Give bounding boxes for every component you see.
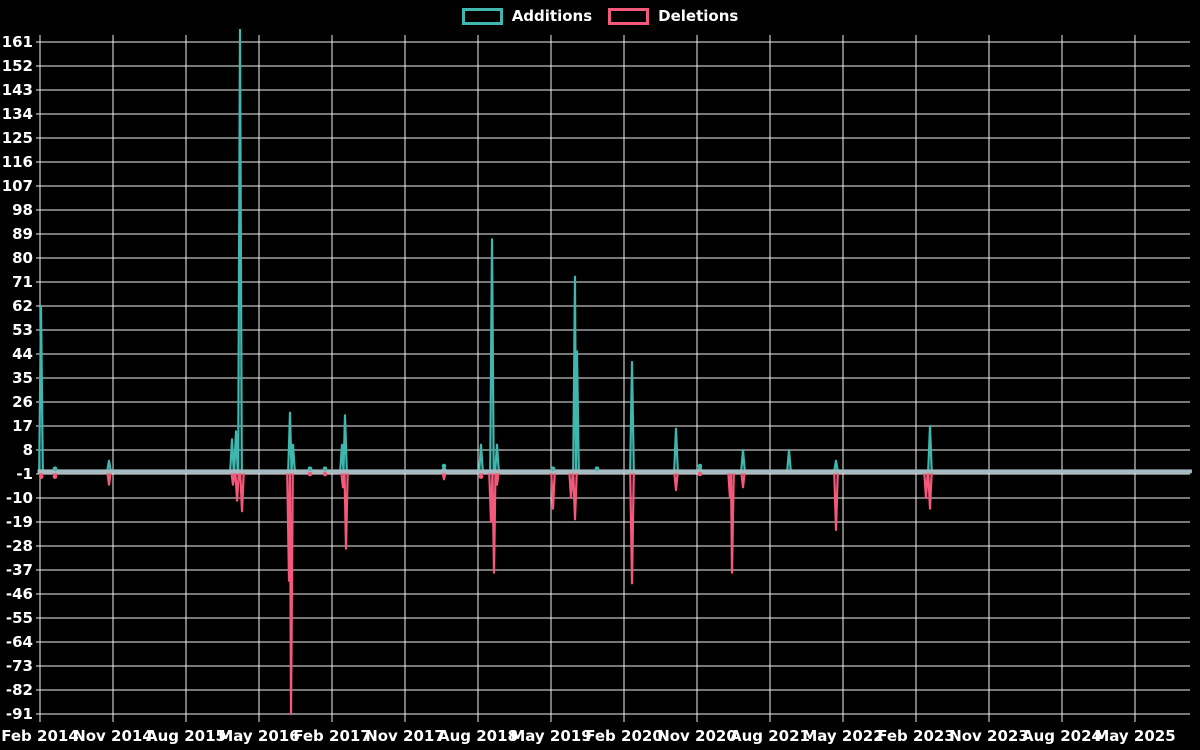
svg-text:71: 71: [12, 273, 33, 291]
svg-text:-73: -73: [6, 657, 33, 675]
svg-text:152: 152: [2, 57, 33, 75]
svg-text:Feb 2020: Feb 2020: [585, 727, 663, 745]
svg-text:Feb 2014: Feb 2014: [1, 727, 79, 745]
additions-swatch-icon: [461, 7, 503, 25]
svg-text:107: 107: [2, 177, 33, 195]
plot-area: [37, 29, 1192, 716]
svg-text:Aug 2024: Aug 2024: [1022, 727, 1102, 745]
svg-text:-64: -64: [6, 633, 33, 651]
svg-text:May 2016: May 2016: [218, 727, 299, 745]
svg-text:35: 35: [12, 369, 33, 387]
svg-text:Feb 2023: Feb 2023: [877, 727, 955, 745]
legend-item-deletions[interactable]: Deletions: [608, 7, 738, 25]
svg-text:Aug 2021: Aug 2021: [730, 727, 810, 745]
svg-text:143: 143: [2, 81, 33, 99]
svg-text:161: 161: [2, 33, 33, 51]
svg-text:116: 116: [2, 153, 33, 171]
svg-text:Feb 2017: Feb 2017: [293, 727, 371, 745]
legend-item-additions[interactable]: Additions: [461, 7, 593, 25]
svg-text:8: 8: [23, 441, 33, 459]
deletions-line: [37, 470, 1192, 716]
svg-text:-37: -37: [6, 561, 33, 579]
svg-text:-10: -10: [6, 489, 33, 507]
svg-text:125: 125: [2, 129, 33, 147]
additions-line: [37, 29, 1192, 473]
svg-text:Nov 2017: Nov 2017: [365, 727, 445, 745]
svg-text:Nov 2014: Nov 2014: [73, 727, 153, 745]
svg-text:May 2019: May 2019: [510, 727, 591, 745]
svg-text:-19: -19: [6, 513, 33, 531]
y-axis-labels: 161 152 143 134 125 116 107 98 89 80 71 62 53 44 35 26 1…: [2, 33, 33, 723]
svg-text:May 2022: May 2022: [802, 727, 883, 745]
svg-text:-55: -55: [6, 609, 33, 627]
legend-label-deletions: Deletions: [658, 7, 739, 25]
svg-text:-46: -46: [6, 585, 33, 603]
svg-text:80: 80: [12, 249, 33, 267]
deletions-swatch-icon: [608, 7, 650, 25]
svg-text:Nov 2023: Nov 2023: [949, 727, 1029, 745]
svg-text:Aug 2015: Aug 2015: [146, 727, 226, 745]
svg-text:26: 26: [12, 393, 33, 411]
grid-lines: [36, 35, 1190, 722]
svg-text:53: 53: [12, 321, 33, 339]
svg-text:May 2025: May 2025: [1094, 727, 1175, 745]
svg-text:-91: -91: [6, 705, 33, 723]
legend-label-additions: Additions: [511, 7, 593, 25]
svg-text:-28: -28: [6, 537, 33, 555]
svg-text:62: 62: [12, 297, 33, 315]
svg-text:-1: -1: [16, 465, 33, 483]
svg-text:134: 134: [2, 105, 33, 123]
svg-text:Nov 2020: Nov 2020: [657, 727, 737, 745]
svg-text:89: 89: [12, 225, 33, 243]
small-point-markers: [38, 463, 703, 479]
svg-text:44: 44: [12, 345, 33, 363]
svg-text:98: 98: [12, 201, 33, 219]
chart-legend: Additions Deletions: [0, 7, 1200, 25]
svg-text:Aug 2018: Aug 2018: [438, 727, 518, 745]
svg-text:17: 17: [12, 417, 33, 435]
svg-text:-82: -82: [6, 681, 33, 699]
